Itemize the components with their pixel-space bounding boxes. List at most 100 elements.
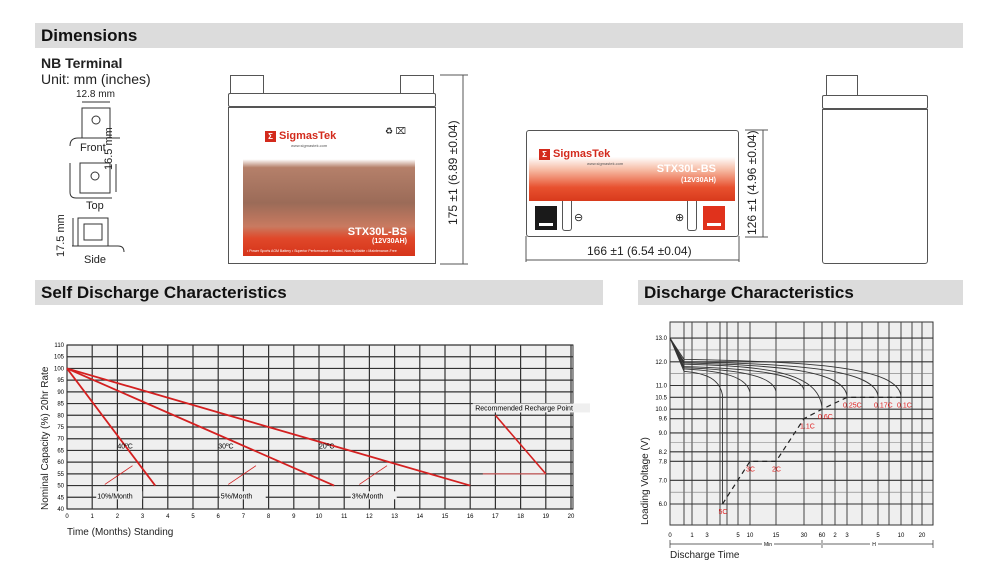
x-tick-label: 5 (876, 533, 880, 539)
x-tick-label: 2 (116, 514, 120, 520)
curve-label: 2C (772, 466, 781, 473)
battery-lid (228, 93, 436, 107)
discharge-curve-1.1C (669, 337, 805, 419)
series-line-40ºC (66, 367, 156, 487)
cutoff-voltage-line (721, 396, 901, 505)
y-tick-label: 50 (57, 484, 64, 490)
curve-label: 1.1C (800, 424, 815, 431)
curve-label: 0.1C (897, 402, 912, 409)
battery-label-photo (243, 138, 415, 256)
y-tick-label: 95 (57, 378, 64, 384)
discharge-curve-3C (669, 337, 751, 462)
rate-arrow (359, 465, 388, 485)
unit-min: Min (764, 542, 772, 548)
y-tick-label: 100 (54, 366, 65, 372)
y-tick-label: 9.0 (659, 431, 668, 437)
features-label: • Power Sports AGM Battery • Superior Pe… (247, 249, 397, 253)
unit-hour: H (872, 542, 876, 548)
terminal-width-label: 12.8 mm (76, 89, 115, 100)
terminal-title: NB Terminal (41, 55, 123, 71)
x-tick-label: 2 (833, 533, 837, 539)
x-tick-label: 8 (267, 514, 271, 520)
y-tick-label: 11.0 (656, 384, 668, 390)
model-label-top: STX30L-BS (656, 163, 716, 175)
y-tick-label: 75 (57, 425, 64, 431)
y-tick-label: 12.0 (655, 360, 667, 366)
y-tick-label: 10.5 (655, 395, 667, 401)
x-tick-label: 10 (898, 533, 905, 539)
rate-bg (96, 491, 143, 500)
y-tick-label: 45 (57, 495, 64, 501)
x-tick-label: 19 (542, 514, 549, 520)
series-label: 30ºC (218, 444, 233, 451)
x-tick-label: 12 (366, 514, 373, 520)
x-tick-label: 3 (845, 533, 849, 539)
rate-label: 3%/Month (352, 493, 384, 500)
dc-y-label: Loading Voltage (V) (640, 437, 651, 525)
terminal-right (400, 75, 434, 95)
x-tick-label: 5 (736, 533, 740, 539)
discharge-curve-2C (669, 337, 777, 462)
terminal-hole (91, 115, 101, 125)
x-tick-label: 20 (919, 533, 926, 539)
discharge-curve-0.25C (669, 337, 848, 398)
side-lid (822, 95, 928, 109)
terminal-left (230, 75, 264, 95)
brand-logo-top: Σ SigmasTek (539, 148, 610, 160)
curve-label: 0.25C (843, 402, 862, 409)
unit-bg (870, 541, 878, 547)
terminal-diagrams (69, 101, 125, 253)
x-tick-label: 30 (801, 533, 808, 539)
front-base (69, 137, 120, 147)
x-tick-label: 5 (191, 514, 195, 520)
y-tick-label: 105 (54, 355, 65, 361)
negative-terminal (535, 206, 557, 230)
unit-label: Unit: mm (inches) (41, 71, 151, 87)
spec-label: (12V30AH) (371, 238, 407, 245)
y-tick-label: 60 (57, 460, 64, 466)
model-label: STX30L-BS (347, 226, 407, 238)
y-tick-label: 13.0 (655, 336, 667, 342)
y-tick-label: 110 (54, 343, 64, 349)
x-tick-label: 14 (416, 514, 423, 520)
y-tick-label: 70 (57, 437, 64, 443)
rate-arrow (104, 465, 133, 485)
curve-label: 0.6C (818, 414, 833, 421)
x-tick-label: 1 (690, 533, 694, 539)
y-tick-label: 85 (57, 402, 64, 408)
battery-front: Σ SigmasTek www.sigmastek.com ♻ ⌧ STX30L-… (228, 107, 436, 264)
self-discharge-header: Self Discharge Characteristics (35, 280, 603, 305)
dimension-lines (440, 74, 768, 265)
rate-bg (350, 491, 397, 500)
dimensions-header: Dimensions (35, 23, 963, 48)
x-tick-label: 15 (773, 533, 780, 539)
x-tick-label: 6 (217, 514, 221, 520)
y-tick-label: 8.2 (659, 450, 668, 456)
self-discharge-chart: 0 1 2 3 4 5 6 7 8 9 10 11 12 13 14 15 16 17 18 19 2040455055… (54, 343, 590, 520)
battery-top: Σ SigmasTek www.sigmastek.com STX30L-BS (… (526, 130, 739, 237)
rate-arrow (228, 465, 257, 485)
sd-y-label: Nominal Capacity (%) 20hr Rate (40, 366, 51, 510)
y-tick-label: 90 (57, 390, 64, 396)
sd-x-label: Time (Months) Standing (67, 527, 174, 538)
x-tick-label: 17 (492, 514, 499, 520)
top-terminal (79, 162, 111, 194)
series-line-20ºC (66, 367, 471, 487)
x-tick-label: 0 (668, 533, 672, 539)
discharge-curve-0.6C (669, 337, 823, 410)
width-dim-label: 166 ±1 (6.54 ±0.04) (587, 244, 692, 258)
x-tick-label: 3 (705, 533, 709, 539)
depth-dim-label: 126 ±1 (4.96 ±0.04) (745, 130, 759, 235)
brand-logo: Σ SigmasTek (265, 130, 336, 142)
discharge-chart: 6.0 7.0 7.8 8.2 9.0 9.6 10.0 10.5 11.0 12.0 13.0 0 1… (655, 321, 934, 548)
x-tick-label: 4 (166, 514, 170, 520)
website-top: www.sigmastek.com (587, 161, 624, 166)
front-label: Front (80, 142, 106, 154)
x-tick-label: 7 (242, 514, 246, 520)
series-line-30ºC (66, 367, 335, 487)
unit-bg (762, 541, 774, 547)
curve-label: 5C (719, 509, 728, 516)
y-tick-label: 7.8 (659, 459, 668, 465)
discharge-header: Discharge Characteristics (638, 280, 963, 305)
y-tick-label: 65 (57, 448, 64, 454)
